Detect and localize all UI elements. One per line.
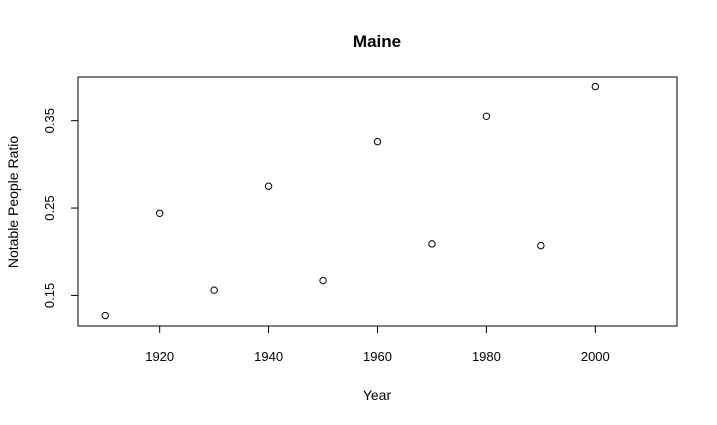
data-points — [101, 82, 600, 320]
x-tick-label: 2000 — [581, 349, 610, 364]
data-point — [428, 240, 436, 248]
x-axis-label: Year — [363, 387, 392, 403]
y-axis: 0.15 0.25 0.35 — [42, 108, 79, 308]
x-tick-label: 1980 — [472, 349, 501, 364]
chart-title: Maine — [353, 32, 401, 51]
data-point — [319, 276, 327, 285]
data-point — [537, 241, 545, 250]
data-point — [591, 82, 600, 91]
x-tick-label: 1920 — [145, 349, 174, 364]
data-point — [482, 112, 491, 121]
y-axis-label: Notable People Ratio — [5, 136, 21, 269]
data-point — [373, 137, 382, 146]
y-tick-label: 0.35 — [42, 108, 57, 133]
x-axis: 1920 1940 1960 1980 2000 — [145, 325, 610, 364]
y-tick-label: 0.25 — [42, 195, 57, 220]
plot-frame — [77, 76, 678, 327]
x-tick-label: 1940 — [254, 349, 283, 364]
data-point — [264, 182, 273, 190]
data-point — [155, 209, 164, 217]
x-tick-label: 1960 — [363, 349, 392, 364]
data-point — [210, 286, 218, 294]
y-tick-label: 0.15 — [42, 283, 57, 308]
data-point — [101, 311, 109, 320]
